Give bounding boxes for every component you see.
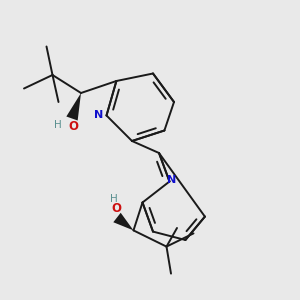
Text: H: H bbox=[110, 194, 118, 204]
Text: N: N bbox=[167, 175, 176, 185]
Polygon shape bbox=[66, 93, 81, 121]
Text: O: O bbox=[68, 119, 79, 133]
Polygon shape bbox=[113, 213, 134, 230]
Text: N: N bbox=[94, 110, 103, 121]
Text: H: H bbox=[54, 120, 61, 130]
Text: O: O bbox=[111, 202, 122, 215]
